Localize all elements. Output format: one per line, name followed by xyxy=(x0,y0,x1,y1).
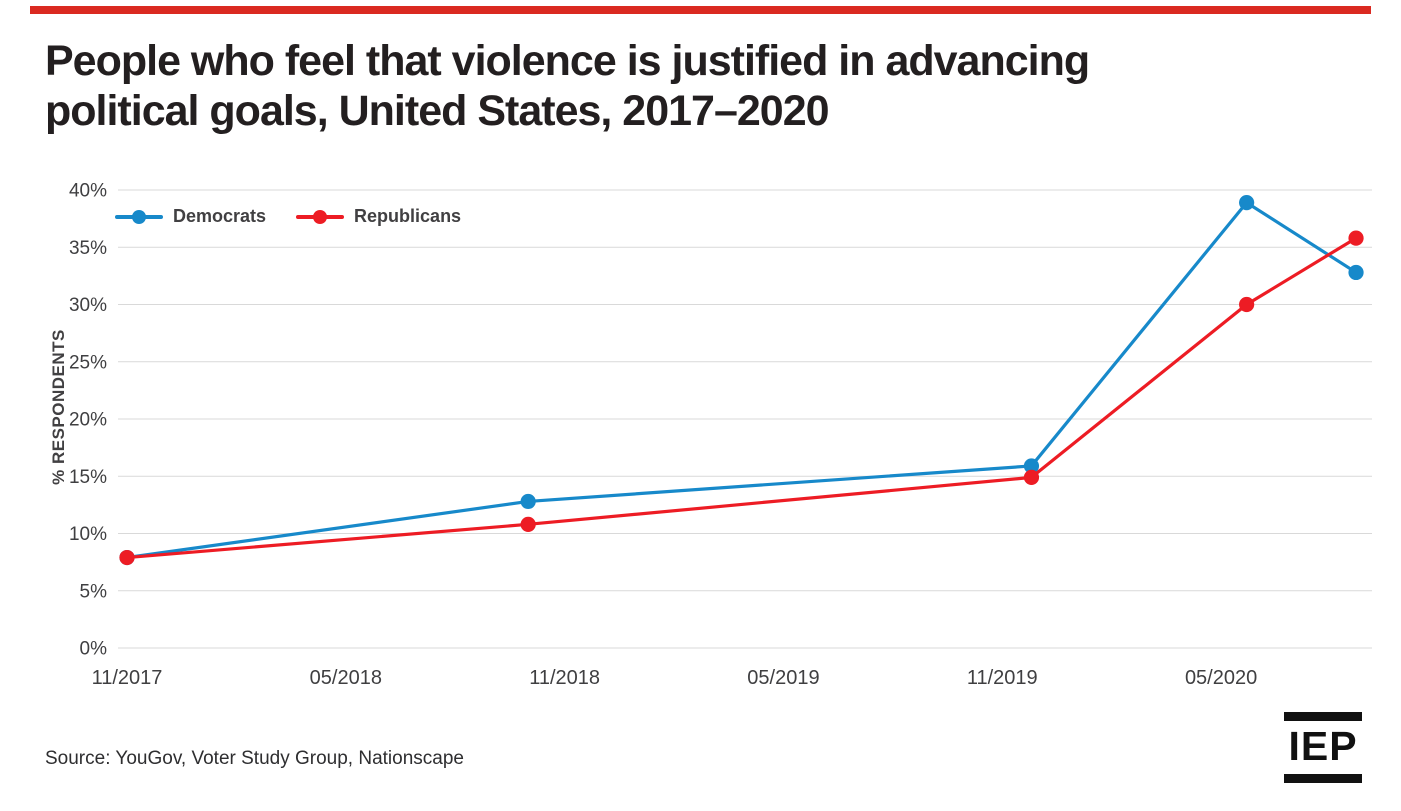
iep-logo: IEP xyxy=(1284,712,1362,783)
y-tick-label: 10% xyxy=(69,524,107,545)
y-tick-label: 35% xyxy=(69,238,107,259)
democrats-line-marker-icon xyxy=(115,209,163,225)
chart-title-line1: People who feel that violence is justifi… xyxy=(45,37,1090,85)
data-point-republicans xyxy=(1023,469,1040,485)
republicans-line-marker-icon xyxy=(296,209,345,225)
y-tick-label: 20% xyxy=(69,410,107,431)
chart-title-line2: political goals, United States, 2017–202… xyxy=(45,87,830,135)
iep-logo-text: IEP xyxy=(1288,723,1358,769)
legend-label-republicans: Republicans xyxy=(354,206,462,226)
y-axis-title: % RESPONDENTS xyxy=(49,329,68,485)
source-note: Source: YouGov, Voter Study Group, Natio… xyxy=(45,748,464,769)
x-tick-label: 11/2019 xyxy=(967,667,1038,689)
x-tick-label: 05/2019 xyxy=(747,667,819,689)
legend-item-republicans: Republicans xyxy=(296,206,461,227)
data-point-democrats xyxy=(1023,458,1040,474)
legend: Democrats Republicans xyxy=(115,206,461,227)
data-point-republicans xyxy=(119,549,135,566)
y-tick-label: 40% xyxy=(69,181,107,202)
data-point-democrats xyxy=(1239,194,1255,211)
data-point-democrats xyxy=(520,493,536,510)
iep-logo-bottom-bar xyxy=(1284,774,1362,783)
y-tick-label: 5% xyxy=(80,581,108,602)
data-point-republicans xyxy=(520,516,536,532)
y-tick-label: 0% xyxy=(80,639,108,660)
legend-item-democrats: Democrats xyxy=(115,206,266,227)
x-tick-label: 11/2017 xyxy=(92,667,163,689)
chart-title: People who feel that violence is justifi… xyxy=(45,36,1090,136)
data-point-republicans xyxy=(1348,230,1364,246)
x-tick-label: 05/2018 xyxy=(310,667,382,689)
line-chart: 0% 5% 10% 15% 20% 25% 30% 35% 40% 11/2017 05/2018 1… xyxy=(49,181,1372,689)
x-tick-label: 05/2020 xyxy=(1185,667,1257,689)
brand-accent-bar xyxy=(30,6,1371,14)
series-line-republicans xyxy=(125,236,1358,560)
legend-label-democrats: Democrats xyxy=(173,206,267,226)
y-tick-label: 25% xyxy=(69,352,107,373)
data-point-republicans xyxy=(1239,296,1255,313)
iep-logo-top-bar xyxy=(1284,712,1362,721)
data-point-democrats xyxy=(1348,264,1364,281)
y-tick-label: 30% xyxy=(69,295,107,316)
y-tick-label: 15% xyxy=(69,467,107,488)
x-tick-label: 11/2018 xyxy=(529,667,600,689)
